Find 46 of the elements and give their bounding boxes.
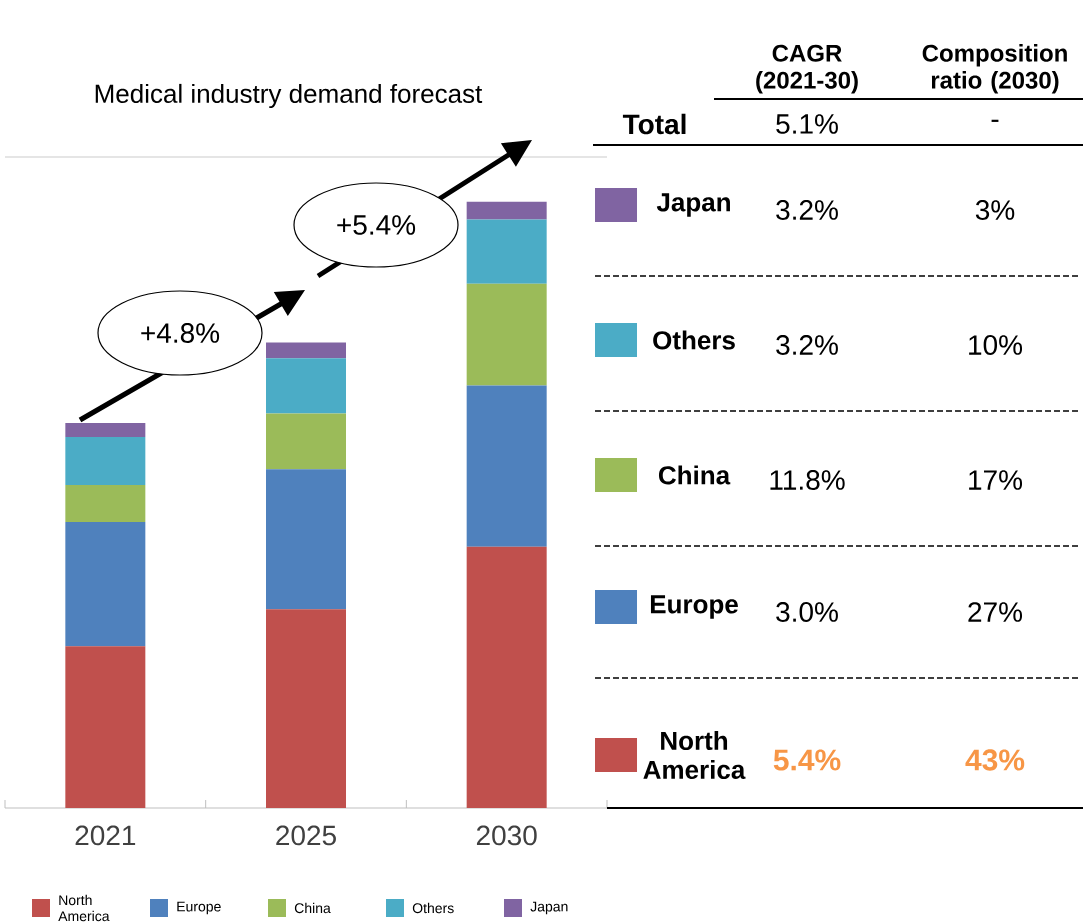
text: 3.2% xyxy=(776,335,838,355)
text: 17% xyxy=(969,470,1023,490)
bar xyxy=(65,521,146,647)
text: Total xyxy=(622,113,686,135)
bar xyxy=(65,484,146,522)
bar xyxy=(65,437,146,485)
bar xyxy=(466,385,547,547)
bar xyxy=(266,609,347,809)
bar xyxy=(266,413,347,470)
text: North America xyxy=(643,730,746,780)
text: Others xyxy=(412,902,454,914)
text: 10% xyxy=(969,335,1023,355)
bar xyxy=(466,219,547,284)
bar xyxy=(65,646,146,809)
bar xyxy=(266,342,347,359)
text: Japan xyxy=(530,901,568,915)
text: - xyxy=(991,119,999,122)
text: Composition ratio (2030) xyxy=(922,44,1067,94)
text: 3.0% xyxy=(776,602,838,622)
legend-label: Others xyxy=(653,330,735,350)
bar xyxy=(266,469,347,610)
bar xyxy=(65,423,146,438)
text: CAGR (2021-30) xyxy=(756,44,858,94)
text: China xyxy=(294,902,331,914)
x-tick-label: 2030 xyxy=(476,825,537,846)
legend-label: North America xyxy=(58,894,110,922)
text: 5.1% xyxy=(776,114,838,134)
bar xyxy=(466,201,547,220)
text: 3.2% xyxy=(776,200,838,220)
x-tick-label: 2021 xyxy=(75,825,136,846)
bar xyxy=(266,358,347,414)
chart-title: Medical industry demand forecast xyxy=(95,83,483,109)
x-tick-label: 2025 xyxy=(276,825,336,846)
text: 5.4% xyxy=(773,749,841,771)
legend-label: Europe xyxy=(650,595,738,619)
annotation: +4.8% xyxy=(141,323,220,343)
bar xyxy=(466,546,547,809)
text: 43% xyxy=(965,749,1025,771)
text: 27% xyxy=(968,602,1023,622)
annotation: +5.4% xyxy=(337,215,416,235)
bar xyxy=(466,283,547,386)
text: Europe xyxy=(177,901,221,915)
text: 3% xyxy=(975,200,1015,220)
text: 11.8% xyxy=(770,470,845,490)
legend-label: China xyxy=(658,465,731,485)
legend-label: Japan xyxy=(656,193,730,217)
